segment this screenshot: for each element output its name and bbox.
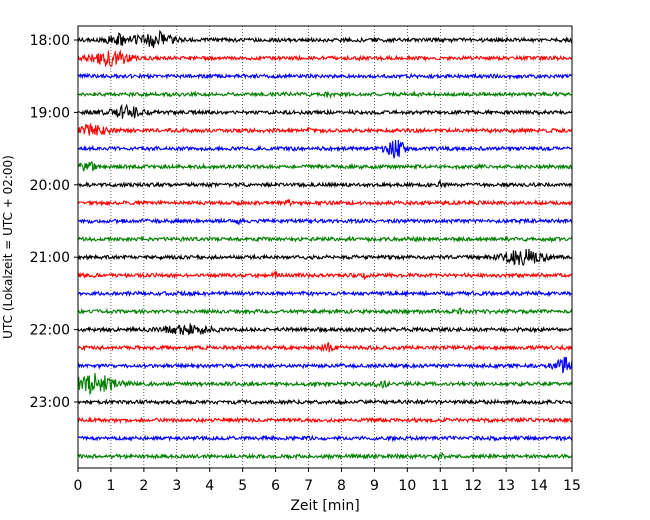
trace-line xyxy=(77,323,573,336)
x-tick-label: 14 xyxy=(530,478,548,494)
x-axis-label: Zeit [min] xyxy=(290,498,359,514)
x-tick-label: 4 xyxy=(205,478,214,494)
trace-line xyxy=(77,217,573,226)
trace-line xyxy=(77,139,573,159)
trace-line xyxy=(77,416,573,425)
trace-line xyxy=(77,451,573,462)
x-tick-label: 12 xyxy=(464,478,482,494)
x-tick-label: 15 xyxy=(563,478,581,494)
x-tick-label: 0 xyxy=(74,478,83,494)
y-tick-label: 18:00 xyxy=(30,33,70,49)
trace-line xyxy=(77,398,573,406)
plot-background xyxy=(78,26,572,468)
trace-line xyxy=(77,72,573,81)
trace-line xyxy=(77,161,573,172)
x-tick-label: 1 xyxy=(106,478,115,494)
y-tick-label: 20:00 xyxy=(30,178,70,194)
trace-line xyxy=(77,289,573,298)
x-tick-label: 7 xyxy=(304,478,313,494)
trace-line xyxy=(77,434,573,443)
x-tick-label: 2 xyxy=(139,478,148,494)
y-tick-label: 21:00 xyxy=(30,250,70,266)
y-tick-label: 19:00 xyxy=(30,105,70,121)
x-tick-label: 8 xyxy=(337,478,346,494)
x-tick-label: 6 xyxy=(271,478,280,494)
x-tick-label: 3 xyxy=(172,478,181,494)
plot-frame xyxy=(77,25,573,469)
trace-line xyxy=(77,248,573,266)
x-axis: 0 1 2 3 4 5 6 7 8 9 10 11 12 13 14 15 xyxy=(74,468,581,494)
trace-group xyxy=(77,29,573,462)
trace-line xyxy=(77,103,573,119)
y-tick-label: 23:00 xyxy=(30,395,70,411)
trace-line xyxy=(77,90,573,99)
x-tick-label: 5 xyxy=(238,478,247,494)
x-tick-label: 11 xyxy=(431,478,449,494)
trace-line xyxy=(77,356,573,374)
trace-line xyxy=(77,234,573,244)
trace-line xyxy=(77,122,573,136)
x-tick-label: 13 xyxy=(497,478,515,494)
y-axis-label: UTC (Lokalzeit = UTC + 02:00) xyxy=(1,155,15,339)
x-tick-label: 10 xyxy=(398,478,416,494)
x-tick-label: 9 xyxy=(370,478,379,494)
trace-line xyxy=(77,198,573,208)
y-axis: 18:00 19:00 20:00 21:00 22:00 23:00 xyxy=(30,33,78,411)
trace-line xyxy=(77,372,573,396)
trace-line xyxy=(77,49,573,68)
trace-line xyxy=(77,341,573,353)
trace-line xyxy=(77,29,573,49)
trace-line xyxy=(77,180,573,189)
trace-line xyxy=(77,269,573,280)
trace-line xyxy=(77,307,573,316)
y-tick-label: 22:00 xyxy=(30,323,70,339)
